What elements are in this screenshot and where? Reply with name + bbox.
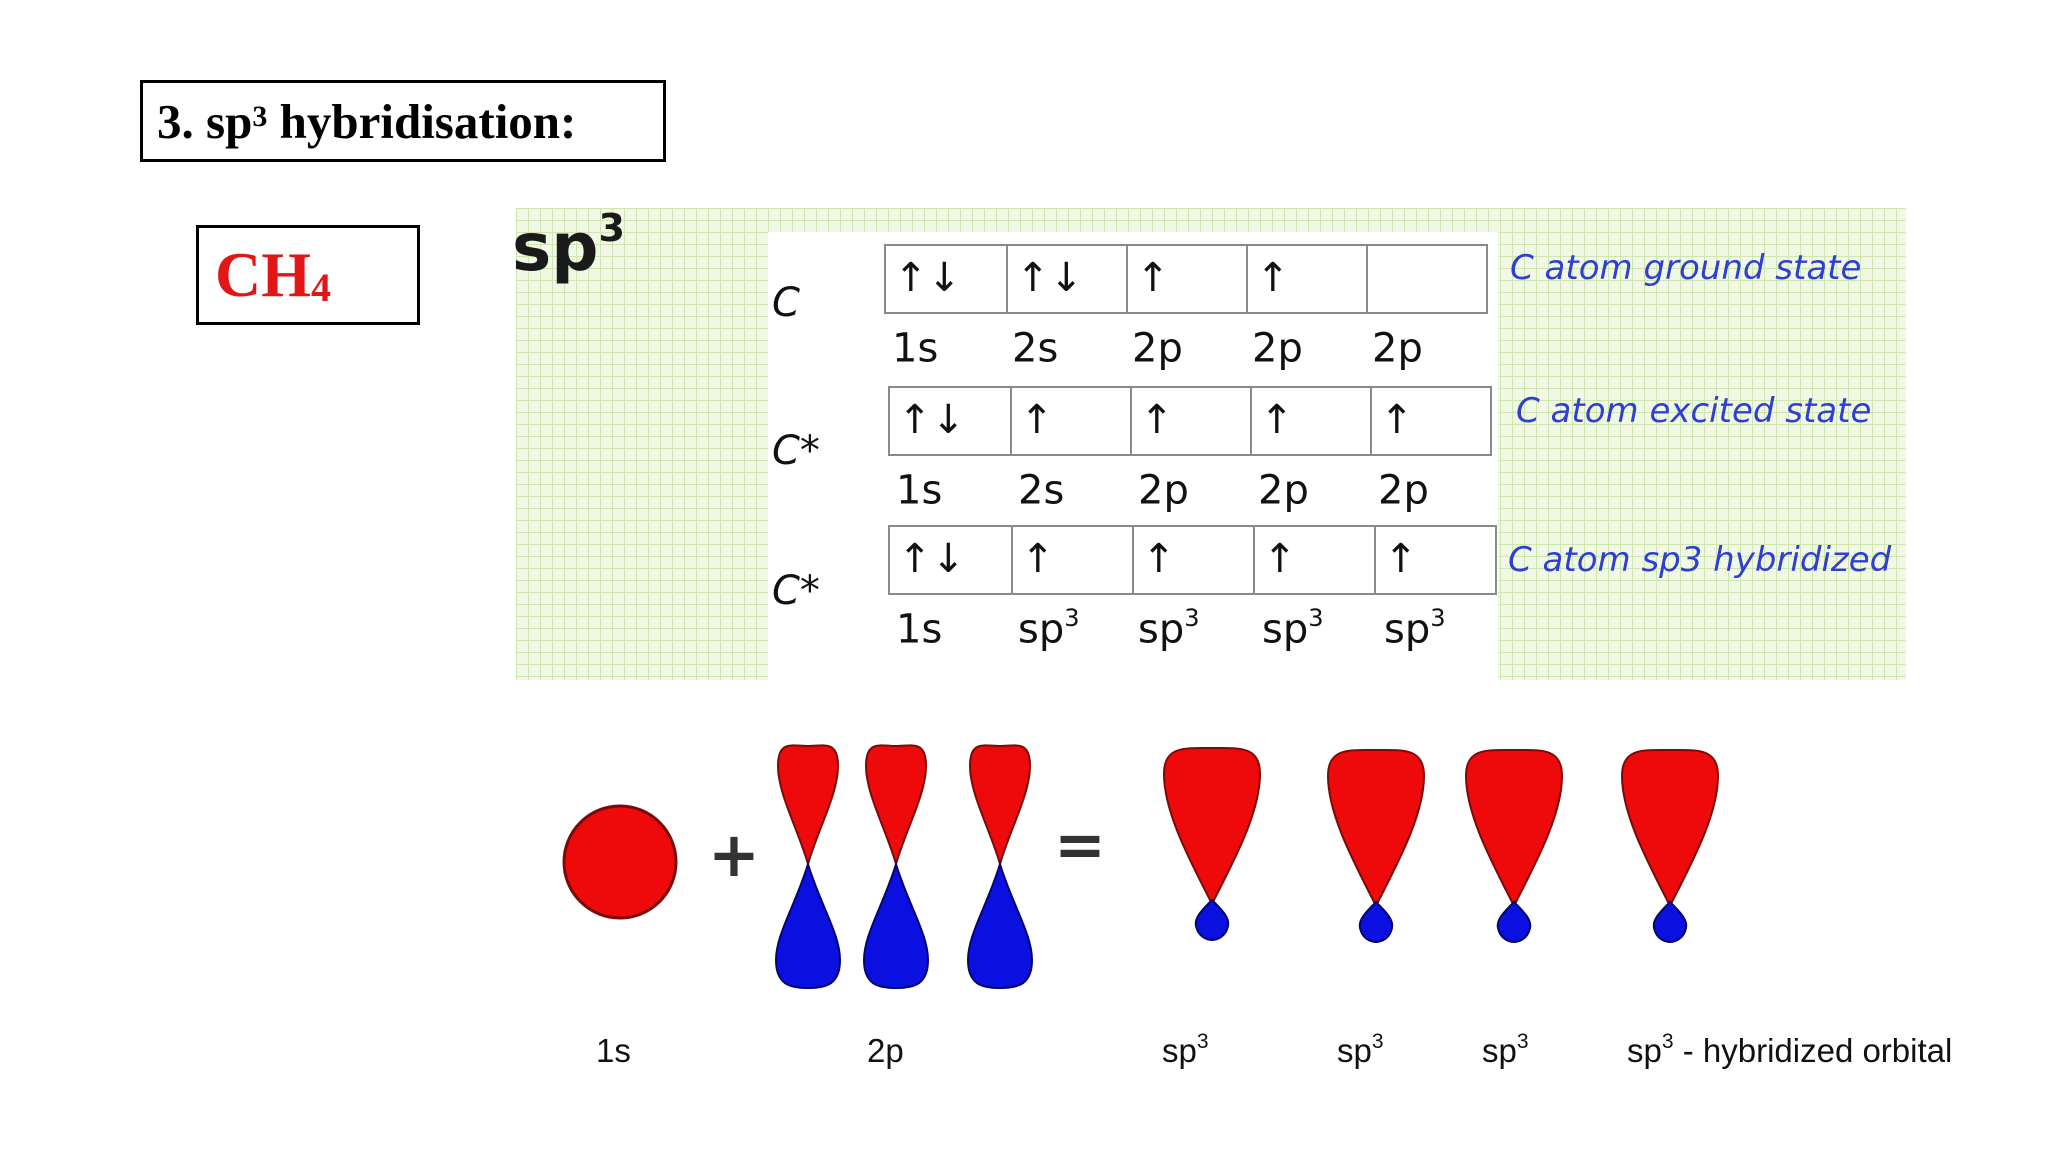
p-orbital-positive-lobe (864, 744, 928, 868)
sp3-orbital-major-lobe (1620, 748, 1720, 909)
p-orbital-positive-lobe (776, 744, 840, 868)
atom-label: C* (772, 428, 820, 474)
orbital-name: sp3 (1262, 604, 1324, 653)
orbital-box-row: ↑↓ ↑↓ ↑ ↑ (884, 244, 1488, 314)
plus-sign: + (708, 818, 760, 891)
orbital-name: sp3 (1018, 604, 1080, 653)
orbital-box (1366, 244, 1486, 314)
orbital-box: ↑ (1374, 525, 1495, 595)
sp3-orbital-major-lobe (1326, 748, 1426, 909)
sp3-orbital-minor-lobe (1194, 898, 1230, 942)
orbital-name: 2p (1132, 325, 1183, 372)
orbital-name: 2p (1372, 325, 1423, 372)
orbital-name: 2p (1258, 467, 1309, 514)
orbital-box: ↑ (1010, 386, 1130, 456)
title-prefix: 3. sp (157, 93, 253, 149)
sp3-orbital-minor-lobe (1496, 900, 1532, 944)
orbital-name: 2s (1012, 325, 1059, 372)
orbital-box: ↑ (1130, 386, 1250, 456)
orbital-box: ↑ (1132, 525, 1253, 595)
orbital-name: 1s (896, 467, 943, 514)
orbital-box: ↑ (1246, 244, 1366, 314)
label-1s: 1s (596, 1032, 631, 1069)
sp3-orbital-minor-lobe (1652, 900, 1688, 944)
label-sp3-2: sp3 (1337, 1030, 1384, 1069)
orbital-name: 1s (892, 325, 939, 372)
p-orbital-negative-lobe (966, 860, 1034, 990)
formula-main: CH (215, 239, 311, 310)
orbital-box: ↑ (1126, 244, 1246, 314)
state-label: C atom excited state (1516, 391, 1872, 431)
orbital-name: 1s (896, 606, 943, 653)
formula-subscript: 4 (311, 264, 331, 310)
label-sp3-3: sp3 (1482, 1030, 1529, 1069)
diagram-heading: sp3 (512, 209, 625, 281)
equals-sign: = (1054, 808, 1106, 881)
orbital-box: ↑↓ (1006, 244, 1126, 314)
title-superscript: 3 (252, 100, 268, 133)
orbital-box: ↑ (1011, 525, 1132, 595)
label-2p: 2p (867, 1032, 904, 1069)
atom-label: C* (772, 568, 820, 614)
state-label: C atom ground state (1510, 248, 1862, 288)
p-orbital-positive-lobe (968, 744, 1032, 868)
slide-title: 3. sp 3 hybridisation: (140, 80, 666, 162)
heading-superscript: 3 (598, 206, 625, 250)
orbital-box: ↑ (1253, 525, 1374, 595)
orbital-box: ↑↓ (894, 255, 962, 301)
sp3-orbital-major-lobe (1464, 748, 1564, 909)
orbital-name: sp3 (1384, 604, 1446, 653)
orbital-name: sp3 (1138, 604, 1200, 653)
orbital-box-row: ↑↓ ↑ ↑ ↑ ↑ (888, 525, 1497, 595)
orbital-box: ↑ (1250, 386, 1370, 456)
sp3-orbital-minor-lobe (1358, 900, 1394, 944)
orbital-name: 2p (1378, 467, 1429, 514)
orbital-box: ↑↓ (898, 397, 966, 443)
orbital-box: ↑ (1370, 386, 1490, 456)
p-orbital-negative-lobe (774, 860, 842, 990)
orbital-name: 2p (1252, 325, 1303, 372)
s-orbital (562, 804, 678, 920)
sp3-orbital-major-lobe (1162, 746, 1262, 907)
orbital-name: 2p (1138, 467, 1189, 514)
atom-label: C (772, 280, 800, 326)
heading-main: sp (512, 209, 599, 286)
label-sp3-1: sp3 (1162, 1030, 1209, 1069)
orbital-box: ↑↓ (898, 536, 966, 582)
state-label: C atom sp3 hybridized (1508, 540, 1892, 580)
orbital-box-row: ↑↓ ↑ ↑ ↑ ↑ (888, 386, 1492, 456)
orbital-name: 2s (1018, 467, 1065, 514)
p-orbital-negative-lobe (862, 860, 930, 990)
molecule-formula: CH 4 (196, 225, 420, 325)
title-suffix: hybridisation: (267, 93, 577, 149)
label-sp3-hybridized-orbital: sp3 - hybridized orbital (1627, 1030, 1953, 1069)
